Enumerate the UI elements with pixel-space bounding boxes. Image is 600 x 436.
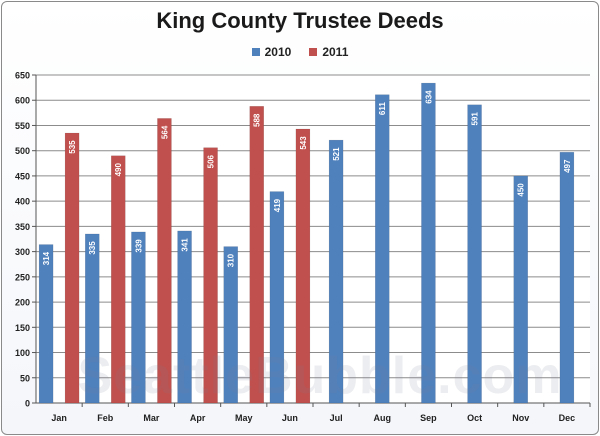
x-tick-label: Oct bbox=[467, 413, 482, 423]
data-label: 588 bbox=[253, 113, 262, 127]
legend-swatch-2011 bbox=[309, 48, 318, 56]
legend-item-2010: 2010 bbox=[251, 45, 292, 59]
bar-2011-may bbox=[249, 106, 264, 404]
bar-2010-jul bbox=[328, 139, 344, 404]
y-tick-label: 200 bbox=[15, 298, 30, 308]
x-tick-label: Mar bbox=[143, 413, 160, 423]
y-tick-label: 600 bbox=[15, 96, 30, 106]
legend-label-2011: 2011 bbox=[322, 45, 349, 59]
y-tick-label: 650 bbox=[15, 71, 30, 81]
bar-2010-dec bbox=[559, 151, 575, 404]
data-label: 497 bbox=[563, 159, 572, 173]
chart-title: King County Trustee Deeds bbox=[156, 8, 444, 33]
bar-2010-aug bbox=[375, 94, 390, 404]
data-label: 506 bbox=[207, 154, 216, 168]
data-label: 341 bbox=[181, 238, 190, 252]
x-tick-label: Feb bbox=[97, 413, 114, 423]
y-tick-label: 500 bbox=[15, 146, 30, 156]
bar-2011-jan bbox=[64, 132, 80, 404]
x-tick-label: Nov bbox=[512, 413, 529, 423]
watermark: SeattleBubble.com bbox=[77, 347, 563, 405]
data-label: 419 bbox=[273, 198, 282, 212]
y-tick-label: 350 bbox=[15, 222, 30, 232]
y-tick-label: 250 bbox=[15, 272, 30, 282]
bar-2010-oct bbox=[467, 104, 482, 404]
bar-2010-may bbox=[223, 246, 238, 404]
bar-2011-mar bbox=[157, 118, 172, 404]
bar-2010-jun bbox=[269, 191, 285, 404]
y-tick-label: 450 bbox=[15, 171, 30, 181]
data-label: 591 bbox=[471, 112, 480, 126]
x-tick-label: May bbox=[235, 413, 253, 423]
legend-item-2011: 2011 bbox=[309, 45, 348, 59]
y-tick-label: 550 bbox=[15, 121, 30, 131]
data-label: 611 bbox=[378, 102, 387, 115]
data-label: 450 bbox=[517, 183, 526, 197]
bar-2010-sep bbox=[421, 82, 436, 404]
bar-2011-feb bbox=[111, 155, 126, 404]
y-tick-label: 400 bbox=[15, 197, 30, 207]
y-tick-label: 50 bbox=[20, 373, 30, 383]
x-tick-label: Jul bbox=[330, 413, 343, 423]
bar-2010-apr bbox=[177, 230, 192, 404]
plot-area bbox=[36, 75, 590, 403]
legend-label-2010: 2010 bbox=[264, 45, 292, 59]
bar-2011-apr bbox=[203, 147, 218, 404]
data-label: 339 bbox=[134, 239, 143, 253]
x-tick-label: Aug bbox=[374, 413, 392, 423]
bar-2010-mar bbox=[131, 231, 146, 404]
data-label: 535 bbox=[68, 140, 77, 154]
bar-2010-nov bbox=[513, 175, 528, 404]
y-tick-label: 300 bbox=[15, 247, 30, 257]
x-tick-label: Apr bbox=[190, 413, 206, 423]
x-tick-label: Sep bbox=[420, 413, 437, 423]
y-tick-label: 0 bbox=[25, 399, 30, 409]
x-tick-label: Jun bbox=[282, 413, 298, 423]
data-label: 564 bbox=[160, 125, 169, 139]
data-label: 314 bbox=[42, 251, 51, 265]
bar-2010-feb bbox=[85, 233, 100, 404]
data-label: 543 bbox=[299, 136, 308, 150]
x-tick-label: Jan bbox=[51, 413, 67, 423]
data-label: 634 bbox=[424, 90, 433, 104]
y-tick-label: 100 bbox=[15, 348, 30, 358]
legend-swatch-2010 bbox=[251, 48, 260, 56]
data-label: 490 bbox=[114, 163, 123, 177]
data-label: 521 bbox=[332, 147, 341, 161]
data-label: 335 bbox=[88, 241, 97, 255]
bar-2011-jun bbox=[295, 128, 311, 404]
x-tick-label: Dec bbox=[559, 413, 576, 423]
y-tick-label: 150 bbox=[15, 323, 30, 333]
legend: 2010 2011 bbox=[0, 45, 600, 59]
data-label: 310 bbox=[227, 253, 236, 267]
bar-2010-jan bbox=[38, 244, 54, 404]
